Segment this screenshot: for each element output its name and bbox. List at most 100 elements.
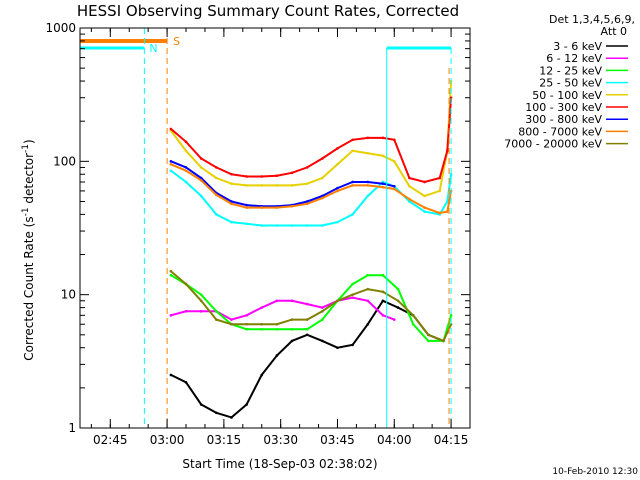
series-point-8	[427, 333, 430, 337]
series-point-4	[230, 182, 233, 185]
series-point-7	[215, 193, 218, 197]
series-point-0	[290, 339, 294, 343]
legend-entry-label: 3 - 6 keV	[553, 40, 602, 53]
series-point-1	[351, 296, 354, 299]
series-point-0	[396, 306, 400, 309]
series-point-0	[321, 339, 324, 343]
plot-frame	[79, 27, 471, 429]
series-point-2	[427, 339, 430, 343]
series-point-0	[366, 322, 370, 326]
series-point-0	[381, 299, 385, 303]
series-point-7	[381, 185, 385, 189]
series-point-6	[305, 200, 309, 203]
series-point-0	[230, 416, 233, 419]
series-point-8	[351, 293, 354, 296]
series-point-6	[392, 184, 396, 188]
svg-text:Corrected Count Rate (s-1 dete: Corrected Count Rate (s-1 detector-1)	[21, 139, 36, 360]
series-point-8	[442, 339, 445, 343]
series-point-4	[305, 182, 309, 185]
series-point-4	[366, 151, 370, 155]
series-point-5	[445, 149, 449, 153]
series-point-7	[438, 211, 442, 215]
series-line-2	[170, 274, 453, 342]
series-point-5	[392, 138, 396, 142]
series-point-0	[305, 333, 309, 337]
series-point-0	[184, 381, 188, 384]
series-point-8	[305, 318, 309, 321]
series-point-7	[392, 187, 396, 191]
series-point-2	[260, 327, 264, 331]
series-point-5	[408, 176, 411, 180]
series-point-2	[396, 287, 400, 291]
series-point-6	[245, 203, 248, 207]
series-point-3	[449, 172, 453, 176]
series-point-1	[381, 314, 385, 317]
series-point-3	[351, 213, 354, 216]
series-point-4	[336, 163, 339, 166]
series-point-6	[321, 194, 324, 198]
series-point-2	[321, 318, 324, 321]
series-point-5	[321, 157, 324, 160]
series-line-8	[170, 270, 453, 343]
series-point-3	[275, 224, 279, 227]
series-point-5	[260, 175, 264, 178]
series-point-0	[215, 411, 218, 415]
series-point-6	[199, 176, 203, 180]
series-point-0	[169, 373, 173, 377]
series-point-5	[275, 174, 279, 178]
legend-entry-label: 800 - 7000 keV	[518, 125, 602, 138]
series-point-7	[260, 206, 264, 209]
legend-entry-label: 6 - 12 keV	[546, 52, 602, 65]
series-point-4	[260, 184, 264, 187]
x-tick-label: 02:45	[93, 433, 128, 447]
series-point-3	[169, 169, 173, 173]
series-point-6	[336, 186, 339, 190]
series-point-7	[366, 184, 370, 187]
legend-entry-label: 300 - 800 keV	[525, 113, 602, 126]
x-tick-label: 03:45	[320, 433, 355, 447]
series-point-4	[184, 149, 188, 153]
series-point-6	[366, 180, 370, 184]
series-point-0	[245, 403, 248, 406]
y-tick-label: 100	[53, 154, 76, 168]
y-tick-label: 1	[68, 421, 76, 435]
series-point-7	[169, 163, 173, 166]
series-point-6	[351, 180, 354, 184]
series-point-7	[408, 197, 411, 201]
legend-entry-label: 12 - 25 keV	[539, 64, 602, 77]
series-point-7	[351, 184, 354, 187]
series-point-2	[169, 273, 173, 277]
series-point-8	[381, 290, 385, 294]
y-axis-label-mid: detector	[22, 153, 36, 208]
series-point-2	[215, 310, 218, 313]
series-point-3	[215, 213, 218, 216]
series-point-2	[245, 327, 248, 331]
series-point-7	[321, 196, 324, 200]
series-point-7	[445, 210, 449, 213]
y-axis-label-sup1: -1	[21, 207, 31, 216]
series-point-5	[351, 138, 354, 142]
x-tick-label: 03:15	[207, 433, 242, 447]
series-point-2	[449, 314, 453, 317]
series-point-7	[423, 206, 426, 209]
series-point-8	[290, 318, 294, 321]
series-point-2	[411, 322, 415, 326]
series-point-8	[411, 314, 415, 317]
series-point-2	[275, 327, 279, 331]
series-point-5	[381, 136, 385, 140]
series-line-5	[170, 97, 453, 184]
series-point-2	[366, 273, 370, 277]
series-point-3	[230, 220, 233, 224]
series-point-1	[169, 314, 173, 317]
x-tick-label: 03:30	[263, 433, 298, 447]
series-point-0	[336, 346, 339, 350]
series-point-5	[199, 157, 203, 160]
x-tick-label: 03:00	[150, 433, 185, 447]
series-point-4	[245, 184, 248, 187]
series-point-0	[199, 403, 203, 406]
series-point-3	[305, 224, 309, 227]
series-point-4	[408, 184, 411, 188]
chart-title: HESSI Observing Summary Count Rates, Cor…	[77, 2, 459, 20]
series-point-1	[260, 306, 264, 309]
series-point-1	[245, 314, 248, 317]
